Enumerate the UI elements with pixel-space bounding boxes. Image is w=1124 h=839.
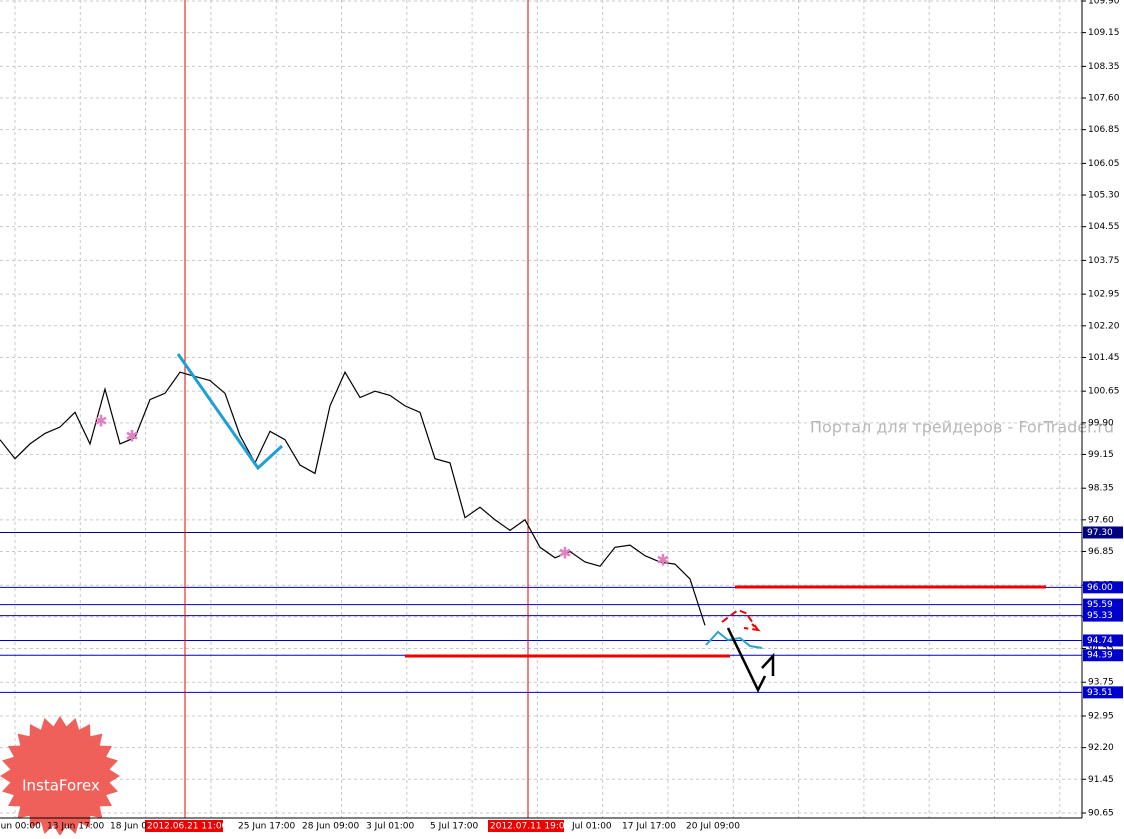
level-label: 97.30 (1087, 528, 1113, 538)
level-label: 93.51 (1087, 688, 1113, 698)
event-label: 2012.06.21 11:00 (147, 822, 228, 832)
y-tick-label: 103.75 (1088, 256, 1120, 266)
level-box (1083, 526, 1123, 539)
y-tick-label: 109.90 (1088, 0, 1120, 7)
trend-annotation (176, 353, 284, 471)
price-line (0, 370, 706, 626)
x-tick-label: 20 Jul 09:00 (686, 822, 740, 832)
y-tick-label: 102.20 (1088, 321, 1120, 331)
level-box (1083, 634, 1123, 647)
x-tick-label: 18 Jun 0 (110, 822, 147, 832)
x-tick-label: 5 Jul 17:00 (430, 822, 479, 832)
logo: InstaForex (0, 716, 120, 836)
y-tick-label: 97.60 (1088, 515, 1114, 525)
level-box (1083, 581, 1123, 594)
y-tick-label: 104.55 (1088, 222, 1120, 232)
y-tick-label: 106.85 (1088, 125, 1120, 135)
x-tick-label: 3 Jul 01:00 (366, 822, 415, 832)
star: ✱ (558, 544, 571, 563)
y-tick-label: 96.85 (1088, 547, 1114, 557)
event-label: 2012.07.11 19:00 (490, 822, 571, 832)
y-tick-label: 108.35 (1088, 62, 1120, 72)
alt-arrow (743, 615, 761, 632)
y-tick-label: 102.95 (1088, 290, 1120, 300)
event-box (488, 820, 564, 832)
y-tick-label: 92.95 (1088, 711, 1114, 721)
x-tick-label: Jul 01:00 (571, 822, 612, 832)
level-label: 95.33 (1087, 611, 1113, 621)
y-tick-label: 92.20 (1088, 743, 1114, 753)
star: ✱ (125, 427, 138, 446)
x-tick-label: 17 Jul 17:00 (622, 822, 676, 832)
y-tick-label: 99.15 (1088, 450, 1114, 460)
y-tick-label: 90.65 (1088, 809, 1114, 819)
y-tick-label: 107.60 (1088, 94, 1120, 104)
star: ✱ (94, 412, 107, 431)
level-box (1083, 609, 1123, 622)
y-tick-label: 100.65 (1088, 387, 1120, 397)
y-tick-label: 109.15 (1088, 28, 1120, 38)
y-tick-label: 93.75 (1088, 678, 1114, 688)
star: ✱ (656, 551, 669, 570)
star-markers: ✱ ✱ ✱ ✱ (94, 412, 669, 570)
alt-forecast (721, 608, 749, 623)
y-tick-label: 106.05 (1088, 159, 1120, 169)
level-label: 94.74 (1087, 636, 1113, 646)
level-label: 95.59 (1087, 600, 1113, 610)
y-tick-label: 101.45 (1088, 353, 1120, 363)
y-tick-label: 98.35 (1088, 484, 1114, 494)
x-tick-label: Jun 00:00 (0, 822, 41, 832)
x-tick-label: 28 Jun 09:00 (302, 822, 359, 832)
forecast-arrow (726, 627, 767, 693)
level-label: 94.39 (1087, 651, 1113, 661)
level-box (1083, 598, 1123, 611)
watermark: Портал для трейдеров - ForTrader.ru (810, 418, 1114, 437)
event-box (145, 820, 223, 832)
level-label: 96.00 (1087, 583, 1113, 593)
level-box (1083, 649, 1123, 662)
y-tick-label: 94.55 (1088, 644, 1114, 654)
arrow-head (761, 652, 775, 676)
x-tick-label: 25 Jun 17:00 (238, 822, 295, 832)
x-tick-label: 13 Jun 17:00 (47, 822, 104, 832)
logo-text: InstaForex (22, 777, 100, 795)
level-box (1083, 686, 1123, 699)
y-tick-label: 105.30 (1088, 191, 1120, 201)
y-tick-label: 99.90 (1088, 418, 1114, 428)
logo-badge (0, 716, 120, 836)
y-tick-label: 91.45 (1088, 775, 1114, 785)
